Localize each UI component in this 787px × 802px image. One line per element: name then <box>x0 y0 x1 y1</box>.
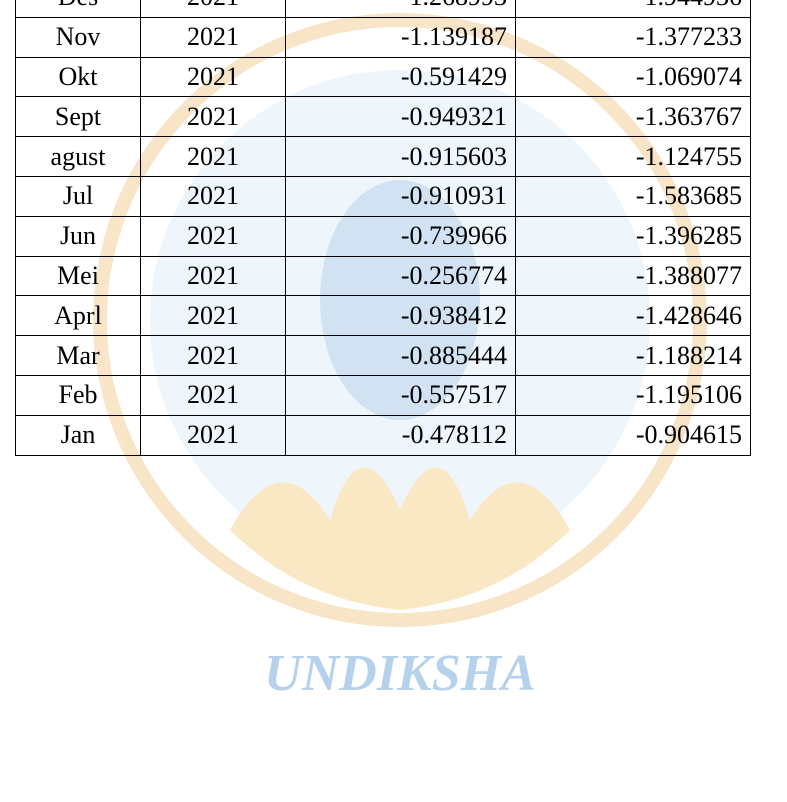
table-cell: 2021 <box>141 415 286 455</box>
table-cell: -1.428646 <box>516 296 751 336</box>
table-cell: Jul <box>16 176 141 216</box>
table-cell: 2021 <box>141 256 286 296</box>
table-cell: -0.885444 <box>286 336 516 376</box>
table-cell: Nov <box>16 17 141 57</box>
table-cell: -0.591429 <box>286 57 516 97</box>
data-table: Des2021-1.268993-1.944936Nov2021-1.13918… <box>15 0 751 456</box>
table-cell: -1.268993 <box>286 0 516 17</box>
table-cell: -1.069074 <box>516 57 751 97</box>
table-cell: 2021 <box>141 216 286 256</box>
table-cell: Mei <box>16 256 141 296</box>
table-cell: agust <box>16 137 141 177</box>
table-body: Des2021-1.268993-1.944936Nov2021-1.13918… <box>16 0 751 455</box>
table-cell: Sept <box>16 97 141 137</box>
table-cell: Feb <box>16 375 141 415</box>
watermark-text: UNDIKSHA <box>264 645 536 702</box>
table-cell: 2021 <box>141 17 286 57</box>
page: UNDIKSHA Des2021-1.268993-1.944936Nov202… <box>0 0 787 802</box>
table-cell: 2021 <box>141 375 286 415</box>
table-cell: -1.944936 <box>516 0 751 17</box>
table-cell: -0.256774 <box>286 256 516 296</box>
table-cell: -0.938412 <box>286 296 516 336</box>
table-cell: Okt <box>16 57 141 97</box>
table-cell: 2021 <box>141 296 286 336</box>
table-cell: -1.583685 <box>516 176 751 216</box>
table-cell: -1.124755 <box>516 137 751 177</box>
table-cell: -0.557517 <box>286 375 516 415</box>
table-cell: 2021 <box>141 97 286 137</box>
table-row: Des2021-1.268993-1.944936 <box>16 0 751 17</box>
table-cell: -1.139187 <box>286 17 516 57</box>
table-cell: -0.478112 <box>286 415 516 455</box>
table-cell: Jan <box>16 415 141 455</box>
table-cell: -0.904615 <box>516 415 751 455</box>
table-cell: -1.377233 <box>516 17 751 57</box>
table-cell: 2021 <box>141 57 286 97</box>
table-cell: Mar <box>16 336 141 376</box>
table-cell: -1.363767 <box>516 97 751 137</box>
table-cell: -0.739966 <box>286 216 516 256</box>
table-cell: -1.388077 <box>516 256 751 296</box>
table-cell: Des <box>16 0 141 17</box>
table-cell: -1.396285 <box>516 216 751 256</box>
table-cell: -0.910931 <box>286 176 516 216</box>
table-cell: -0.949321 <box>286 97 516 137</box>
table-cell: 2021 <box>141 0 286 17</box>
table-cell: Jun <box>16 216 141 256</box>
table-cell: -1.188214 <box>516 336 751 376</box>
table-cell: 2021 <box>141 176 286 216</box>
table-cell: Aprl <box>16 296 141 336</box>
table-cell: 2021 <box>141 336 286 376</box>
table-cell: -1.195106 <box>516 375 751 415</box>
table-cell: 2021 <box>141 137 286 177</box>
table-cell: -0.915603 <box>286 137 516 177</box>
